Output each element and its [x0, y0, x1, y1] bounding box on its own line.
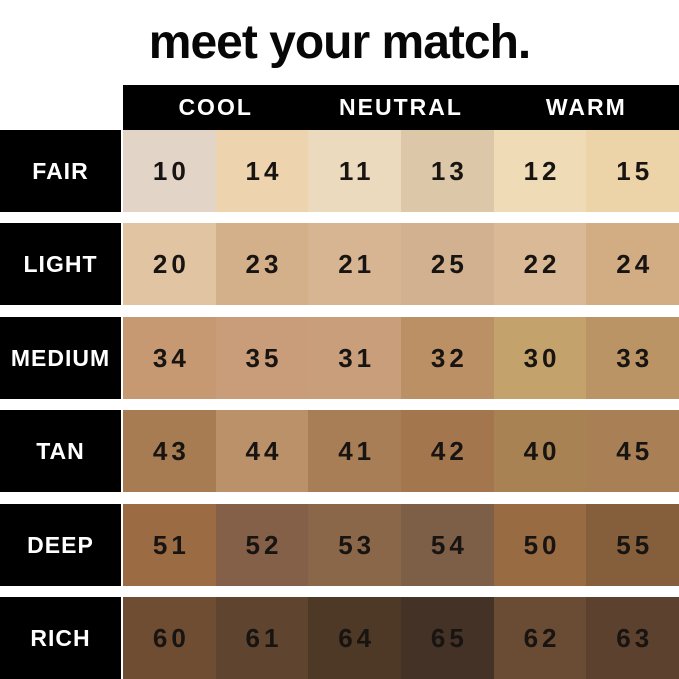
- shade-number: 20: [152, 248, 190, 279]
- shade-swatch: 64: [308, 597, 402, 679]
- shade-swatch: 40: [493, 410, 587, 492]
- shade-swatch: 45: [586, 410, 679, 492]
- shade-number: 54: [430, 529, 468, 560]
- shade-number: 55: [616, 529, 654, 560]
- shade-number: 23: [245, 248, 283, 279]
- shade-number: 53: [338, 529, 376, 560]
- shade-number: 61: [245, 622, 283, 653]
- shade-number: 52: [245, 529, 283, 560]
- shade-swatch: 10: [123, 130, 216, 212]
- shade-number: 35: [245, 342, 283, 373]
- swatch-strip: 20 23 21 25 22 24: [123, 223, 679, 305]
- shade-swatch: 44: [215, 410, 309, 492]
- shade-swatch: 65: [401, 597, 494, 679]
- shade-swatch: 21: [308, 223, 402, 305]
- shade-swatch: 52: [215, 504, 309, 586]
- shade-swatch: 12: [493, 130, 587, 212]
- shade-number: 62: [523, 622, 561, 653]
- shade-swatch: 24: [586, 223, 679, 305]
- shade-swatch: 43: [123, 410, 216, 492]
- shade-number: 60: [152, 622, 190, 653]
- shade-swatch: 62: [493, 597, 587, 679]
- shade-number: 63: [616, 622, 654, 653]
- shade-row-tan: TAN 43 44 41 42 40 45: [0, 410, 679, 492]
- shade-number: 40: [523, 435, 561, 466]
- shade-number: 51: [152, 529, 190, 560]
- shade-swatch: 14: [215, 130, 309, 212]
- shade-number: 65: [430, 622, 468, 653]
- shade-row-light: LIGHT 20 23 21 25 22 24: [0, 223, 679, 305]
- shade-number: 11: [338, 155, 375, 186]
- shade-swatch: 13: [401, 130, 494, 212]
- shade-swatch: 35: [215, 317, 309, 399]
- shade-swatch: 54: [401, 504, 494, 586]
- shade-swatch: 15: [586, 130, 679, 212]
- shade-number: 32: [430, 342, 468, 373]
- shade-row-fair: FAIR 10 14 11 13 12 15: [0, 130, 679, 212]
- column-header-cool: COOL: [178, 94, 253, 120]
- shade-swatch: 32: [401, 317, 494, 399]
- shade-swatch: 34: [123, 317, 216, 399]
- swatch-strip: 43 44 41 42 40 45: [123, 410, 679, 492]
- row-label-rich: RICH: [0, 597, 121, 679]
- shade-number: 50: [523, 529, 561, 560]
- shade-swatch: 33: [586, 317, 679, 399]
- row-label-light: LIGHT: [0, 223, 121, 305]
- shade-number: 34: [152, 342, 190, 373]
- shade-swatch: 55: [586, 504, 679, 586]
- shade-swatch: 42: [401, 410, 494, 492]
- shade-swatch: 53: [308, 504, 402, 586]
- shade-number: 30: [523, 342, 561, 373]
- shade-number: 44: [245, 435, 283, 466]
- shade-row-rich: RICH 60 61 64 65 62 63: [0, 597, 679, 679]
- page-title: meet your match.: [148, 16, 531, 69]
- shade-swatch: 51: [123, 504, 216, 586]
- shade-number: 14: [245, 155, 283, 186]
- shade-number: 33: [616, 342, 654, 373]
- shade-swatch: 11: [308, 130, 402, 212]
- shade-number: 21: [338, 248, 376, 279]
- shade-number: 31: [338, 342, 376, 373]
- column-header-neutral: NEUTRAL: [339, 94, 463, 120]
- swatch-strip: 34 35 31 32 30 33: [123, 317, 679, 399]
- shade-number: 25: [430, 248, 468, 279]
- column-header-warm: WARM: [545, 94, 627, 120]
- shade-swatch: 61: [215, 597, 309, 679]
- shade-number: 13: [430, 155, 468, 186]
- row-label-fair: FAIR: [0, 130, 121, 212]
- shade-swatch: 31: [308, 317, 402, 399]
- shade-number: 43: [152, 435, 190, 466]
- shade-number: 12: [523, 155, 561, 186]
- shade-number: 24: [616, 248, 654, 279]
- undertone-header-bar: COOL NEUTRAL WARM: [123, 85, 679, 130]
- shade-swatch: 22: [493, 223, 587, 305]
- shade-number: 45: [616, 435, 654, 466]
- swatch-strip: 10 14 11 13 12 15: [123, 130, 679, 212]
- swatch-strip: 60 61 64 65 62 63: [123, 597, 679, 679]
- shade-swatch: 50: [493, 504, 587, 586]
- shade-swatch: 23: [215, 223, 309, 305]
- shade-swatch: 63: [586, 597, 679, 679]
- shade-swatch: 30: [493, 317, 587, 399]
- shade-swatch: 20: [123, 223, 216, 305]
- row-label-deep: DEEP: [0, 504, 121, 586]
- shade-swatch: 41: [308, 410, 402, 492]
- shade-swatch: 25: [401, 223, 494, 305]
- title-area: meet your match.: [0, 0, 679, 85]
- shade-number: 64: [338, 622, 376, 653]
- shade-number: 42: [430, 435, 468, 466]
- shade-number: 22: [523, 248, 561, 279]
- shade-number: 15: [616, 155, 654, 186]
- row-label-tan: TAN: [0, 410, 121, 492]
- shade-number: 41: [338, 435, 376, 466]
- swatch-strip: 51 52 53 54 50 55: [123, 504, 679, 586]
- shade-swatch: 60: [123, 597, 216, 679]
- row-label-medium: MEDIUM: [0, 317, 121, 399]
- shade-number: 10: [152, 155, 190, 186]
- shade-row-medium: MEDIUM 34 35 31 32 30 33: [0, 317, 679, 399]
- shade-row-deep: DEEP 51 52 53 54 50 55: [0, 504, 679, 586]
